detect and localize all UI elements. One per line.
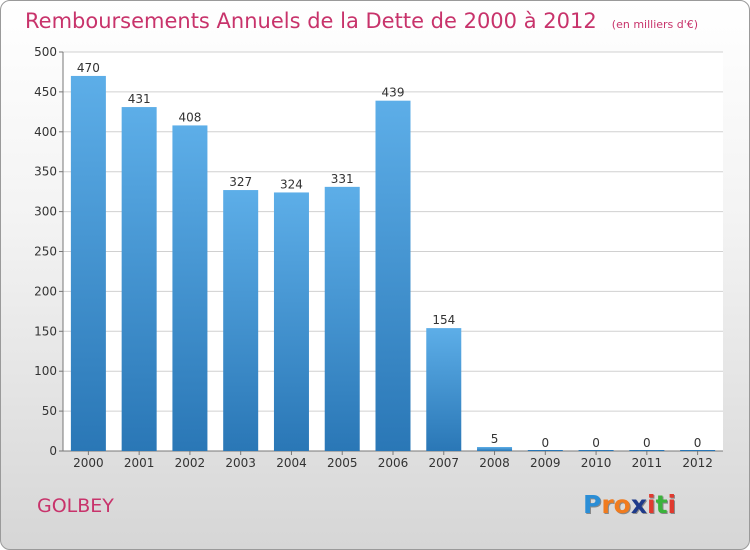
proxiti-logo: Proxiti xyxy=(583,490,676,519)
y-tick-label-250: 250 xyxy=(34,245,57,259)
x-tick-label-2001: 2001 xyxy=(124,456,155,470)
x-tick-label-2007: 2007 xyxy=(428,456,459,470)
title-unit: (en milliers d'€) xyxy=(611,18,699,31)
bar-2007 xyxy=(426,328,462,451)
x-tick-label-2005: 2005 xyxy=(327,456,358,470)
y-tick-label-500: 500 xyxy=(34,45,57,59)
logo-letter: o xyxy=(613,490,631,519)
bar-2005 xyxy=(324,186,360,451)
y-tick-label-150: 150 xyxy=(34,324,57,338)
x-tick-label-2000: 2000 xyxy=(73,456,104,470)
bar-2008 xyxy=(477,447,513,451)
data-label-2002: 408 xyxy=(178,110,201,124)
data-label-2011: 0 xyxy=(643,436,651,450)
x-tick-label-2011: 2011 xyxy=(632,456,663,470)
logo-letter: i xyxy=(667,490,677,519)
bar-2011 xyxy=(629,450,665,451)
x-tick-label-2009: 2009 xyxy=(530,456,561,470)
data-label-2005: 331 xyxy=(331,172,354,186)
y-tick-label-400: 400 xyxy=(34,125,57,139)
x-tick-label-2004: 2004 xyxy=(276,456,307,470)
bar-2004 xyxy=(273,192,309,451)
data-label-2009: 0 xyxy=(541,436,549,450)
logo-letter: t xyxy=(655,490,668,519)
x-tick-label-2008: 2008 xyxy=(479,456,510,470)
data-label-2001: 431 xyxy=(128,92,151,106)
bar-2006 xyxy=(375,100,411,451)
logo-letter: r xyxy=(601,490,614,519)
x-tick-label-2006: 2006 xyxy=(378,456,409,470)
data-label-2006: 439 xyxy=(382,86,405,100)
bar-2002 xyxy=(172,125,208,451)
data-label-2008: 5 xyxy=(491,432,499,446)
logo-letter: P xyxy=(583,490,602,519)
title-main: Remboursements Annuels de la Dette de 20… xyxy=(25,9,597,33)
x-tick-label-2012: 2012 xyxy=(682,456,713,470)
y-tick-label-200: 200 xyxy=(34,284,57,298)
y-tick-label-450: 450 xyxy=(34,85,57,99)
logo-letter: i xyxy=(647,490,656,519)
data-label-2012: 0 xyxy=(694,436,702,450)
bar-2010 xyxy=(578,450,614,451)
data-label-2007: 154 xyxy=(432,313,455,327)
bar-2012 xyxy=(680,450,716,451)
bar-2003 xyxy=(223,190,259,451)
bar-2009 xyxy=(527,450,563,451)
bar-2001 xyxy=(121,107,157,451)
y-tick-label-350: 350 xyxy=(34,165,57,179)
y-tick-label-0: 0 xyxy=(49,444,57,458)
y-tick-label-300: 300 xyxy=(34,205,57,219)
data-label-2004: 324 xyxy=(280,177,303,191)
data-label-2003: 327 xyxy=(229,175,252,189)
y-tick-label-100: 100 xyxy=(34,364,57,378)
chart-title: Remboursements Annuels de la Dette de 20… xyxy=(25,9,698,33)
x-tick-label-2003: 2003 xyxy=(225,456,256,470)
data-label-2000: 470 xyxy=(77,61,100,75)
commune-name: GOLBEY xyxy=(37,495,114,517)
data-label-2010: 0 xyxy=(592,436,600,450)
y-tick-label-50: 50 xyxy=(42,404,57,418)
x-tick-label-2002: 2002 xyxy=(175,456,206,470)
bar-2000 xyxy=(70,75,106,451)
x-tick-label-2010: 2010 xyxy=(581,456,612,470)
logo-letter: x xyxy=(630,490,647,519)
